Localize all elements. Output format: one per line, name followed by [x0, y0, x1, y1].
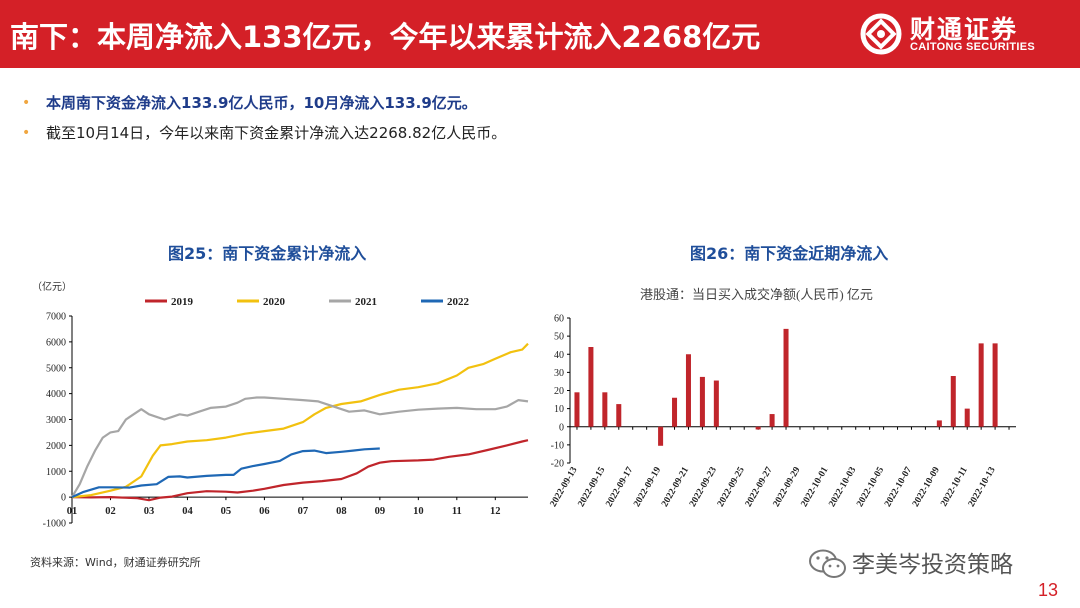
- x-tick-label: 2022-10-03: [827, 465, 858, 509]
- bar-10-09: [936, 420, 942, 427]
- series-line-2019: [71, 439, 529, 502]
- legend-label: 2021: [355, 296, 377, 308]
- y-tick-label: 20: [554, 386, 564, 397]
- x-tick-label: 2022-09-23: [688, 465, 719, 509]
- bullet-dot-icon: •: [22, 125, 31, 141]
- bar-09-21: [685, 354, 691, 427]
- bar-09-28: [783, 328, 789, 427]
- header-bar: 南下：本周净流入133亿元，今年以来累计流入2268亿元 财通证券 CAITON…: [0, 0, 1080, 68]
- y-tick-label: 1000: [46, 467, 66, 478]
- company-logo: 财通证券 CAITONG SECURITIES: [858, 8, 1068, 60]
- x-tick-label: 2022-09-29: [772, 465, 803, 509]
- y-tick-label: 4000: [46, 389, 66, 400]
- x-tick-label: 12: [490, 506, 501, 517]
- x-tick-label: 2022-10-13: [967, 465, 998, 509]
- bar-10-11: [964, 408, 970, 427]
- wechat-icon: [809, 549, 846, 578]
- y-tick-label: -10: [551, 440, 564, 451]
- x-tick-label: 11: [452, 506, 462, 517]
- x-tick-label: 08: [336, 506, 347, 517]
- logo-chinese-name: 财通证券: [910, 15, 1019, 44]
- page-number: 13: [1038, 580, 1059, 600]
- bar-09-14: [588, 347, 594, 427]
- y-tick-label: -20: [551, 459, 564, 470]
- y-tick-label: 30: [554, 368, 564, 379]
- x-tick-label: 09: [375, 506, 386, 517]
- x-tick-label: 2022-09-19: [632, 465, 663, 509]
- x-tick-label: 01: [67, 506, 78, 517]
- y-tick-label: 7000: [46, 312, 66, 323]
- bar-09-13: [574, 392, 580, 427]
- x-tick-label: 2022-09-17: [604, 465, 635, 509]
- bullet-text: 截至10月14日，今年以来南下资金累计净流入达2268.82亿人民币。: [46, 124, 507, 142]
- y-tick-label: 0: [61, 493, 66, 504]
- legend-label: 2022: [447, 296, 470, 308]
- bar-09-20: [672, 397, 678, 427]
- y-tick-label: -1000: [43, 519, 66, 530]
- logo-emblem-icon: [860, 13, 902, 55]
- bar-10-10: [950, 376, 956, 427]
- legend-label: 2019: [171, 296, 194, 308]
- y-tick-label: 50: [554, 332, 564, 343]
- y-tick-label: 6000: [46, 337, 66, 348]
- x-tick-label: 07: [298, 506, 309, 517]
- series-line-2020: [71, 342, 529, 499]
- bar-10-13: [992, 343, 998, 427]
- bullet-dot-icon: •: [22, 95, 31, 111]
- x-tick-label: 2022-09-13: [549, 465, 580, 509]
- bar-09-26: [755, 426, 761, 430]
- x-tick-label: 2022-09-25: [716, 465, 747, 509]
- legend-label: 2020: [263, 296, 286, 308]
- x-tick-label: 10: [413, 506, 424, 517]
- bar-09-19: [658, 426, 664, 446]
- x-tick-label: 02: [105, 506, 116, 517]
- chart-25-title: 图25：南下资金累计净流入: [168, 244, 367, 263]
- recent-inflow-bar-chart: 港股通：当日买入成交净额(人民币) 亿元6050403020100-10-202…: [549, 287, 1016, 509]
- x-tick-label: 03: [144, 506, 155, 517]
- bar-09-23: [713, 380, 719, 427]
- watermark-text: 李美岑投资策略: [852, 552, 1013, 578]
- x-tick-label: 2022-10-11: [939, 465, 970, 508]
- bar-09-22: [699, 376, 705, 427]
- y-tick-label: 5000: [46, 363, 66, 374]
- chart-26-title: 图26：南下资金近期净流入: [690, 244, 889, 263]
- x-tick-label: 06: [259, 506, 270, 517]
- bullet-list: • 本周南下资金净流入133.9亿人民币，10月净流入133.9亿元。 • 截至…: [22, 92, 506, 152]
- x-tick-label: 2022-10-07: [883, 465, 914, 509]
- y-tick-label: 0: [559, 422, 564, 433]
- page-title: 南下：本周净流入133亿元，今年以来累计流入2268亿元: [10, 20, 761, 54]
- y-tick-label: 60: [554, 314, 564, 325]
- cumulative-inflow-line-chart: （亿元） 2019 2020 2021 2022 7000 6000 5000 4000 3000…: [32, 280, 529, 530]
- y-tick-label: 40: [554, 350, 564, 361]
- bar-10-12: [978, 343, 984, 427]
- bar-09-15: [602, 392, 608, 427]
- x-tick-label: 2022-10-05: [855, 465, 886, 509]
- y-tick-label: 10: [554, 404, 564, 415]
- logo-english-name: CAITONG SECURITIES: [910, 41, 1035, 53]
- y-tick-label: 3000: [46, 415, 66, 426]
- chart-subtitle: 港股通：当日买入成交净额(人民币) 亿元: [640, 287, 873, 302]
- y-tick-label: 2000: [46, 441, 66, 452]
- bar-09-27: [769, 414, 775, 427]
- bullet-text: 本周南下资金净流入133.9亿人民币，10月净流入133.9亿元。: [46, 94, 477, 112]
- series-line-2021: [71, 396, 529, 498]
- x-tick-label: 04: [182, 506, 193, 517]
- series-line-2022: [71, 447, 380, 499]
- x-tick-label: 05: [221, 506, 232, 517]
- bar-09-16: [616, 404, 622, 427]
- x-tick-label: 2022-09-15: [577, 465, 608, 509]
- x-tick-label: 2022-10-01: [800, 465, 831, 509]
- x-tick-label: 2022-10-09: [911, 465, 942, 509]
- y-axis-unit-label: （亿元）: [32, 280, 72, 293]
- data-source-note: 资料来源：Wind，财通证券研究所: [30, 556, 201, 569]
- x-tick-label: 2022-09-27: [744, 465, 775, 509]
- bullet-item: • 本周南下资金净流入133.9亿人民币，10月净流入133.9亿元。: [22, 92, 506, 122]
- x-tick-label: 2022-09-21: [660, 465, 691, 509]
- bullet-item: • 截至10月14日，今年以来南下资金累计净流入达2268.82亿人民币。: [22, 122, 506, 152]
